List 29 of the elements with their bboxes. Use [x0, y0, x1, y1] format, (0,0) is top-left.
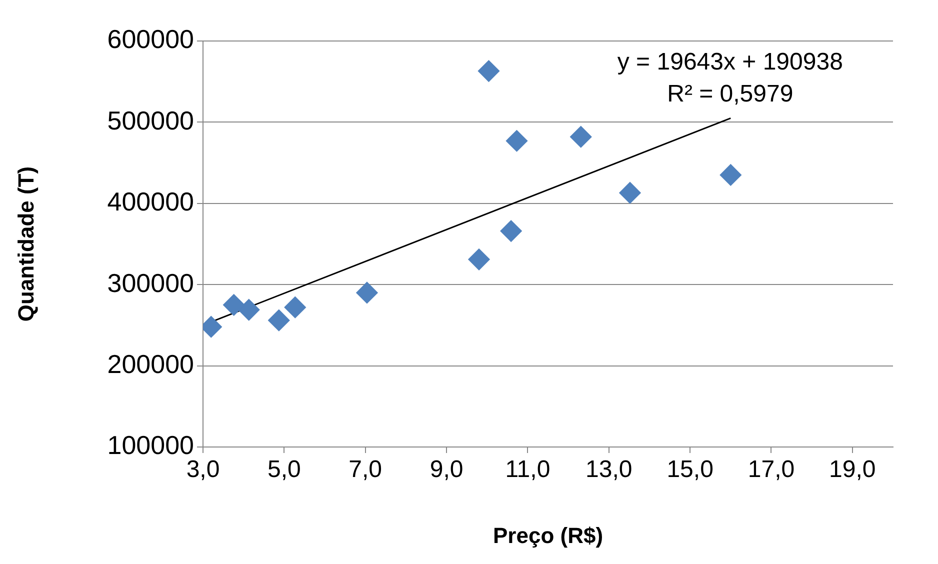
y-axis-title: Quantidade (T) [13, 166, 38, 322]
x-tick-label: 9,0 [430, 456, 464, 484]
y-tick-label: 600000 [107, 24, 194, 54]
x-tick-label: 7,0 [348, 456, 382, 484]
y-tick-label: 300000 [107, 268, 194, 298]
point [268, 310, 290, 332]
y-tick-label: 200000 [107, 348, 194, 379]
annotation: y = 19643x + 190938 [617, 48, 843, 76]
point [720, 164, 742, 186]
point [223, 294, 245, 316]
x-tick-label: 17,0 [748, 456, 795, 484]
point [238, 299, 260, 321]
x-tick-label: 13,0 [586, 456, 632, 484]
x-tick-label: 15,0 [666, 456, 714, 484]
x-tick-label: 5,0 [267, 456, 301, 484]
point [619, 182, 641, 204]
x-axis-title: Preço (R$) [492, 522, 604, 548]
x-tick-label: 11,0 [505, 456, 550, 484]
point [356, 282, 378, 304]
point [506, 130, 528, 152]
point [468, 248, 490, 270]
y-tick-label: 500000 [107, 105, 194, 136]
point [500, 220, 522, 242]
point [478, 60, 500, 82]
point [284, 296, 306, 318]
y-tick-label: 400000 [107, 186, 194, 217]
x-tick-label: 19,0 [829, 456, 876, 484]
point [570, 126, 592, 148]
annotation: R² = 0,5979 [667, 80, 794, 108]
